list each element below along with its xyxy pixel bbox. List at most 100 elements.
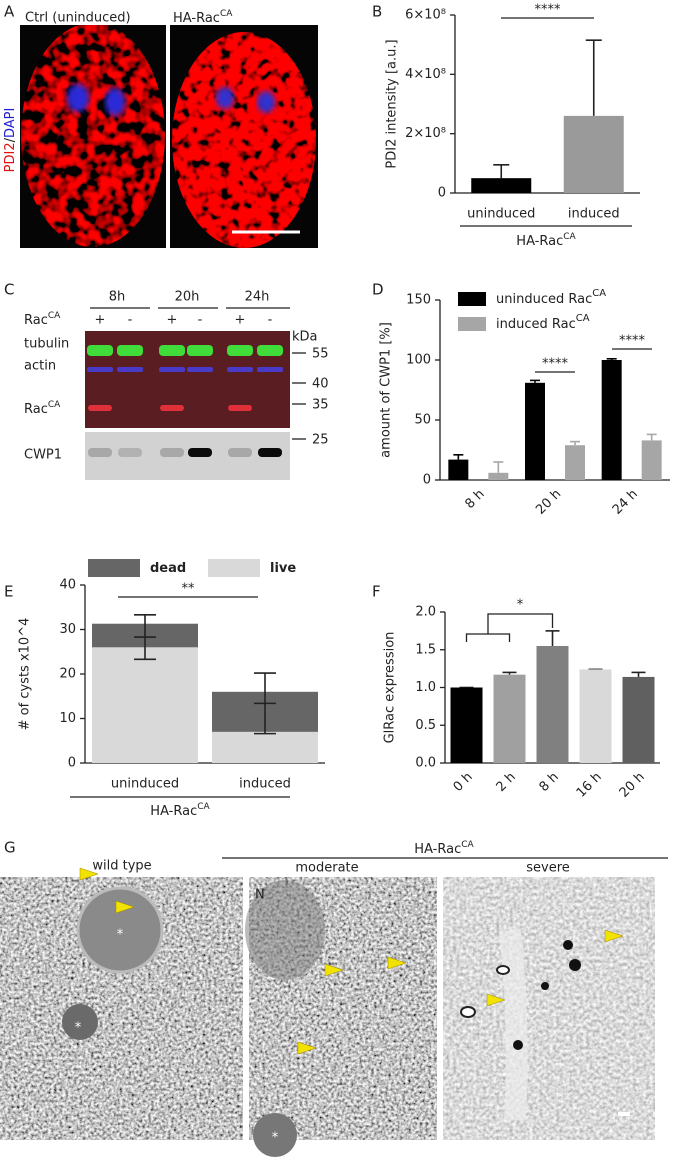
bar: [488, 472, 509, 480]
arrowheads: [79, 867, 624, 1055]
y-tick-label: 50: [414, 413, 431, 428]
band-rac: [160, 405, 184, 411]
bar: [601, 360, 622, 480]
band-cwp1: [228, 448, 252, 457]
band-tubulin: [159, 345, 185, 356]
significance-label: **: [182, 582, 196, 597]
band-actin: [87, 367, 113, 372]
band-actin: [117, 367, 143, 372]
group-label: HA-RacCA: [516, 232, 576, 249]
unit-label: kDa: [292, 330, 318, 345]
legend-label: dead: [150, 561, 186, 576]
band-tubulin: [227, 345, 253, 356]
bar: [563, 115, 624, 193]
panel-letter: B: [372, 3, 382, 21]
arrowhead: [79, 867, 99, 881]
lane-sign: +: [235, 313, 246, 328]
image-label: wild type: [92, 859, 151, 874]
bar: [493, 674, 526, 763]
marker-label: 25: [312, 433, 329, 448]
bar: [622, 676, 655, 763]
panel-letter: D: [372, 281, 384, 299]
band-tubulin: [87, 345, 113, 356]
band-cwp1: [160, 448, 184, 457]
legend-label: uninduced RacCA: [496, 288, 606, 307]
image-label: moderate: [295, 861, 358, 876]
x-tick-label: 0 h: [451, 770, 476, 795]
y-tick-label: 1.5: [415, 642, 436, 657]
bar-segment: [92, 647, 198, 763]
arrowhead: [604, 929, 624, 943]
stain-blue: DAPI: [3, 108, 18, 138]
significance-label: ****: [535, 3, 562, 18]
band-label: tubulin: [24, 337, 69, 352]
x-tick-label: 24 h: [610, 487, 641, 518]
y-axis-label: GlRac expression: [383, 632, 398, 744]
y-axis-label: PDI2 intensity [a.u.]: [385, 39, 400, 168]
y-tick-label: 150: [406, 293, 431, 308]
particle: [563, 940, 573, 950]
y-tick-label: 30: [59, 622, 76, 637]
band-cwp1: [118, 448, 142, 457]
cell-stain: [21, 25, 165, 247]
x-tick-label: 16 h: [574, 770, 605, 801]
y-axis-label: amount of CWP1 [%]: [379, 322, 394, 458]
band-tubulin: [117, 345, 143, 356]
arrowhead: [387, 956, 407, 970]
bar: [471, 178, 532, 193]
bar: [525, 382, 545, 480]
band-actin: [227, 367, 253, 372]
scale-bar: [618, 1112, 630, 1116]
lane-sign: +: [167, 313, 178, 328]
superscript: CA: [576, 313, 590, 324]
x-tick-label: 8 h: [537, 770, 562, 795]
legend-swatch: [458, 317, 486, 331]
lane-sign: -: [128, 313, 133, 328]
band-cwp1: [188, 448, 212, 457]
superscript: CA: [220, 9, 233, 19]
bar: [536, 645, 569, 763]
panel-letter: A: [4, 3, 15, 21]
significance-bracket: [465, 613, 554, 642]
panel-letter: E: [4, 583, 13, 601]
membrane: [499, 928, 528, 1121]
bar: [565, 445, 585, 480]
band-rac: [88, 405, 112, 411]
y-tick-label: 4×10⁸: [405, 67, 446, 82]
y-tick-label: 0.0: [415, 756, 436, 771]
superscript: CA: [461, 840, 474, 850]
band-label: CWP1: [24, 448, 62, 463]
particle: [569, 959, 581, 971]
y-tick-label: 2.0: [415, 605, 436, 620]
legend-swatch: [88, 559, 140, 577]
band-label: RacCA: [24, 400, 61, 417]
label-text: Rac: [24, 402, 48, 417]
particle: [541, 982, 549, 990]
nucleus-region: [245, 880, 325, 980]
label-text: HA-Rac: [150, 804, 197, 819]
blot-strip: [85, 432, 290, 480]
arrowhead: [486, 993, 506, 1007]
band-rac: [228, 405, 252, 411]
label-text: HA-Rac: [516, 234, 563, 249]
y-tick-label: 20: [59, 667, 76, 682]
band-cwp1: [88, 448, 112, 457]
label-text: induced Rac: [496, 317, 576, 332]
significance-label: ****: [542, 357, 569, 372]
significance-label: ****: [619, 334, 646, 349]
x-tick-label: 8 h: [462, 487, 487, 512]
nucleus: [105, 88, 125, 116]
vesicle: [460, 1006, 476, 1018]
marker-label: 40: [312, 377, 329, 392]
band-tubulin: [187, 345, 213, 356]
label-text: dead: [150, 561, 186, 576]
x-tick-label: induced: [568, 207, 620, 222]
lane-sign: -: [198, 313, 203, 328]
label-text: uninduced Rac: [496, 292, 592, 307]
y-tick-label: 0: [423, 473, 431, 488]
superscript: CA: [592, 288, 606, 299]
micrograph: [443, 877, 655, 1140]
superscript: CA: [197, 802, 210, 812]
y-tick-label: 2×10⁸: [405, 126, 446, 141]
